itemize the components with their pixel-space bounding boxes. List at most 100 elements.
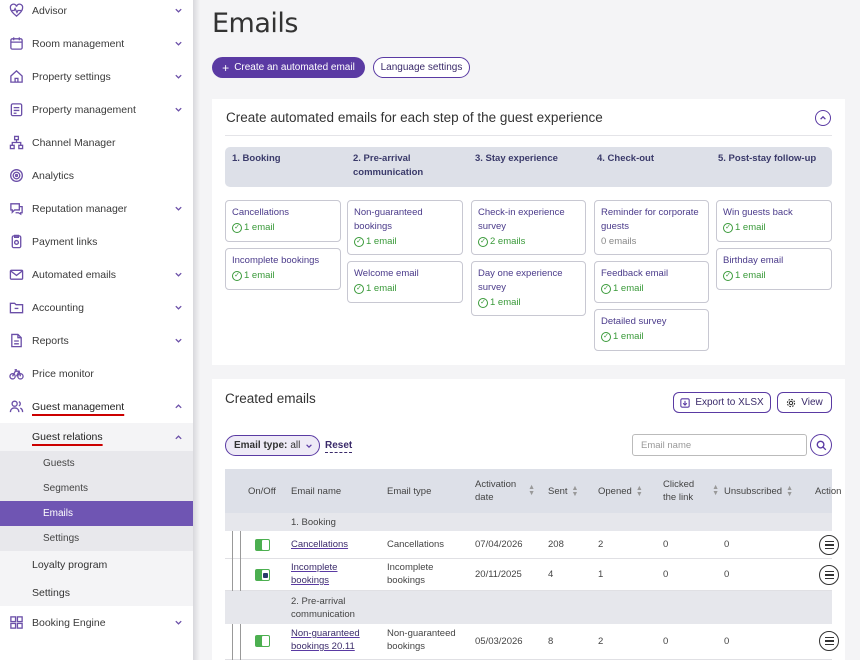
chevron-down-icon bbox=[175, 107, 182, 112]
sidebar-item-accounting[interactable]: Accounting bbox=[0, 291, 193, 324]
email-type-card[interactable]: Win guests back ✓ 1 email bbox=[716, 200, 832, 242]
sidebar-item-guest-relations[interactable]: Guest relations bbox=[0, 423, 193, 451]
sidebar-item-property-management[interactable]: Property management bbox=[0, 93, 193, 126]
language-settings-button[interactable]: Language settings bbox=[373, 57, 470, 78]
row-actions-menu-button[interactable] bbox=[819, 631, 839, 651]
clicked-cell: 0 bbox=[663, 636, 669, 647]
row-actions-menu-button[interactable] bbox=[819, 565, 839, 585]
email-name-search-input[interactable]: Email name bbox=[632, 434, 807, 456]
on-off-toggle[interactable] bbox=[255, 539, 270, 551]
sidebar-subitem-guests[interactable]: Guests bbox=[0, 451, 193, 476]
group-label: 2. Pre-arrival communication bbox=[291, 596, 355, 620]
email-type-card[interactable]: Day one experience survey ✓ 1 email bbox=[471, 261, 586, 316]
email-type-card[interactable]: Reminder for corporate guests 0 emails bbox=[594, 200, 709, 255]
check-circle-icon: ✓ bbox=[601, 283, 611, 294]
email-type-card[interactable]: Non-guaranteed bookings ✓ 1 email bbox=[347, 200, 463, 255]
sidebar-item-label: Advisor bbox=[32, 4, 68, 17]
chat-icon bbox=[8, 201, 24, 217]
view-button-label: View bbox=[801, 397, 823, 408]
sitemap-icon bbox=[8, 135, 24, 151]
collapse-button[interactable] bbox=[815, 110, 831, 126]
sidebar-subitem-segments[interactable]: Segments bbox=[0, 476, 193, 501]
activation-date-cell: 05/03/2026 bbox=[475, 636, 523, 647]
chevron-up-icon bbox=[820, 115, 826, 120]
email-count-label: 1 email bbox=[490, 297, 521, 308]
email-name-link[interactable]: Incomplete bookings bbox=[291, 562, 338, 586]
email-type-card[interactable]: Incomplete bookings ✓ 1 email bbox=[225, 248, 341, 290]
col-email-type: Email type bbox=[387, 486, 432, 497]
on-off-toggle[interactable] bbox=[255, 635, 270, 647]
table-row: Non-guaranteed bookings 20.11 Non-guaran… bbox=[225, 624, 839, 660]
sidebar-item-label: Property settings bbox=[32, 70, 111, 83]
sidebar-item-booking-engine[interactable]: Booking Engine bbox=[0, 606, 193, 639]
sidebar-item-price-monitor[interactable]: Price monitor bbox=[0, 357, 193, 390]
clicked-cell: 0 bbox=[663, 569, 669, 580]
step-heading-pre-arrival: 2. Pre-arrival communication bbox=[353, 153, 424, 178]
sidebar-item-label: Reports bbox=[32, 334, 69, 347]
sidebar-item-room-management[interactable]: Room management bbox=[0, 27, 193, 60]
chevron-down-icon bbox=[175, 338, 182, 343]
email-count-label: 1 email bbox=[735, 270, 766, 281]
email-count: ✓ 1 email bbox=[601, 283, 702, 294]
created-emails-title: Created emails bbox=[225, 391, 316, 406]
sidebar-item-guest-management[interactable]: Guest management bbox=[0, 390, 193, 423]
sidebar-item-channel-manager[interactable]: Channel Manager bbox=[0, 126, 193, 159]
row-actions-menu-button[interactable] bbox=[819, 535, 839, 555]
envelope-icon bbox=[8, 267, 24, 283]
calendar-icon bbox=[8, 36, 24, 52]
email-type-name: Detailed survey bbox=[601, 316, 667, 327]
sort-icon: ▲ ▼ bbox=[635, 484, 643, 498]
col-unsubscribed[interactable]: Unsubscribed ▲ ▼ bbox=[724, 485, 793, 498]
email-type-name: Reminder for corporate guests bbox=[601, 207, 699, 232]
email-count-label: 1 email bbox=[613, 283, 644, 294]
email-type-card[interactable]: Cancellations ✓ 1 email bbox=[225, 200, 341, 242]
sidebar-item-automated-emails[interactable]: Automated emails bbox=[0, 258, 193, 291]
col-label: Clicked the link bbox=[663, 479, 695, 503]
email-type-card[interactable]: Birthday email ✓ 1 email bbox=[716, 248, 832, 290]
chevron-down-icon bbox=[306, 443, 313, 448]
sidebar-item-analytics[interactable]: Analytics bbox=[0, 159, 193, 192]
sidebar-item-label: Price monitor bbox=[32, 367, 94, 380]
activation-date-cell: 20/11/2025 bbox=[475, 569, 522, 580]
col-label: Opened bbox=[598, 486, 632, 497]
sidebar-subitem-emails[interactable]: Emails bbox=[0, 501, 193, 526]
sidebar-item-property-settings[interactable]: Property settings bbox=[0, 60, 193, 93]
create-automated-email-button[interactable]: + Create an automated email bbox=[212, 57, 365, 78]
col-opened[interactable]: Opened ▲ ▼ bbox=[598, 485, 643, 498]
email-count-label: 2 emails bbox=[490, 236, 526, 247]
sidebar-item-settings[interactable]: Settings bbox=[0, 579, 193, 607]
search-button[interactable] bbox=[810, 434, 832, 456]
sidebar-item-label: Guest management bbox=[32, 400, 125, 413]
sidebar: Advisor Room management Property setting… bbox=[0, 0, 193, 660]
col-sent[interactable]: Sent ▲ ▼ bbox=[548, 485, 578, 498]
email-type-card[interactable]: Feedback email ✓ 1 email bbox=[594, 261, 709, 303]
chevron-down-icon bbox=[175, 272, 182, 277]
col-activation-date[interactable]: Activation date ▲ ▼ bbox=[475, 478, 535, 504]
email-count: ✓ 2 emails bbox=[478, 236, 579, 247]
sidebar-item-label: Channel Manager bbox=[32, 136, 116, 149]
sidebar-item-loyalty-program[interactable]: Loyalty program bbox=[0, 551, 193, 579]
sidebar-item-reports[interactable]: Reports bbox=[0, 324, 193, 357]
email-type-card[interactable]: Check-in experience survey ✓ 2 emails bbox=[471, 200, 586, 255]
email-type-card[interactable]: Welcome email ✓ 1 email bbox=[347, 261, 463, 303]
sidebar-item-advisor[interactable]: Advisor bbox=[0, 0, 193, 27]
sidebar-subitem-settings[interactable]: Settings bbox=[0, 526, 193, 551]
sidebar-subitem-label: Guests bbox=[43, 458, 75, 469]
export-xlsx-button[interactable]: Export to XLSX bbox=[673, 392, 771, 413]
email-count: ✓ 1 email bbox=[354, 236, 456, 247]
on-off-toggle[interactable] bbox=[255, 569, 270, 581]
language-button-label: Language settings bbox=[380, 62, 463, 73]
sidebar-item-reputation-manager[interactable]: Reputation manager bbox=[0, 192, 193, 225]
view-button[interactable]: View bbox=[777, 392, 832, 413]
check-circle-icon: ✓ bbox=[601, 331, 611, 342]
sidebar-item-payment-links[interactable]: Payment links bbox=[0, 225, 193, 258]
email-type-filter[interactable]: Email type: all bbox=[225, 435, 320, 456]
email-name-link[interactable]: Cancellations bbox=[291, 539, 349, 550]
create-button-label: Create an automated email bbox=[234, 62, 355, 73]
email-type-card[interactable]: Detailed survey ✓ 1 email bbox=[594, 309, 709, 351]
email-name-link[interactable]: Non-guaranteed bookings 20.11 bbox=[291, 628, 360, 652]
col-clicked[interactable]: Clicked the link ▲ ▼ bbox=[663, 478, 719, 504]
sidebar-divider bbox=[193, 0, 200, 660]
check-circle-icon: ✓ bbox=[723, 270, 733, 281]
reset-filter-link[interactable]: Reset bbox=[325, 440, 353, 453]
